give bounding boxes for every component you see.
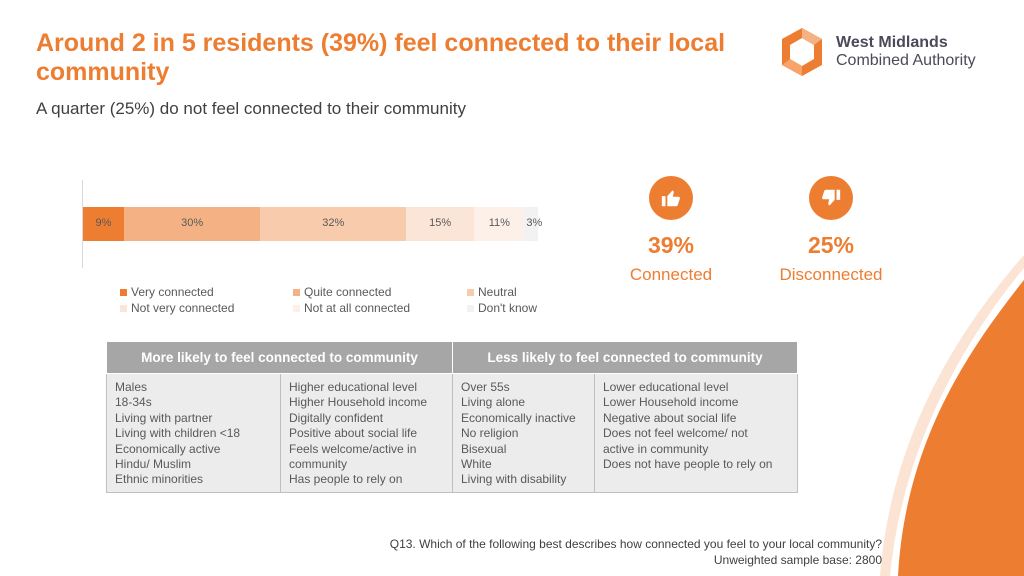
bar-segment: 9%	[83, 207, 124, 241]
legend-label: Don't know	[478, 301, 537, 315]
list-item: Living with children <18	[115, 426, 241, 441]
list-item: Does not have people to rely on	[603, 457, 773, 472]
legend-swatch	[293, 288, 300, 296]
table-cell: Higher educational level Higher Househol…	[280, 373, 453, 493]
legend-label: Very connected	[131, 285, 214, 299]
data-label: 32%	[322, 217, 345, 229]
legend-label: Quite connected	[304, 285, 392, 299]
data-label: 15%	[429, 217, 452, 229]
list-item: Positive about social life	[289, 426, 418, 441]
legend-label: Neutral	[478, 285, 517, 299]
footnote-question: Q13. Which of the following best describ…	[389, 537, 882, 551]
logo-line1: West Midlands	[836, 34, 948, 51]
footnote: Q13. Which of the following best describ…	[390, 537, 882, 568]
list-item: Higher educational level	[289, 380, 418, 394]
stacked-bar: 9% 30% 32% 15% 11% 3%	[83, 207, 542, 241]
legend-swatch	[120, 288, 127, 296]
less-likely-header: Less likely to feel connected to communi…	[452, 341, 798, 374]
list-item: Feels welcome/active in	[289, 441, 417, 456]
list-item: Living with disability	[461, 472, 567, 487]
legend-swatch	[467, 304, 474, 312]
legend-item: Quite connected	[293, 285, 391, 299]
legend-item: Not at all connected	[293, 301, 410, 315]
list-item: Ethnic minorities	[115, 472, 204, 487]
wmca-logo-mark	[782, 28, 822, 76]
data-label: 3%	[526, 217, 543, 229]
data-label: 30%	[181, 217, 204, 229]
list-item: Living alone	[461, 395, 526, 410]
footnote-base: Unweighted sample base: 2800	[713, 552, 882, 567]
list-item: Males	[115, 380, 148, 394]
kpi-connected: 39% Connected	[625, 176, 717, 285]
list-item: active in community	[603, 441, 709, 456]
kpi-value: 39%	[647, 232, 695, 258]
list-item: Lower Household income	[603, 395, 739, 410]
list-item: community	[289, 457, 348, 472]
list-item: Does not feel welcome/ not	[603, 426, 748, 441]
logo-line2: Combined Authority	[836, 52, 976, 69]
thumbs-down-icon	[809, 176, 853, 220]
list-item: Over 55s	[461, 380, 510, 394]
bar-segment: 30%	[123, 207, 261, 241]
list-item: Economically active	[115, 441, 221, 456]
list-item: Negative about social life	[603, 410, 737, 425]
legend-item: Don't know	[467, 301, 537, 315]
bar-segment: 11%	[474, 207, 525, 241]
list-item: Lower educational level	[603, 380, 729, 394]
connection-factors-table: More likely to feel connected to communi…	[106, 341, 798, 493]
table-cell: Males 18-34s Living with partner Living …	[106, 373, 281, 493]
bar-segment: 3%	[524, 207, 542, 241]
list-item: Has people to rely on	[289, 472, 403, 487]
data-label: 9%	[95, 217, 112, 229]
bar-segment: 32%	[260, 207, 407, 241]
legend-swatch	[120, 304, 127, 312]
list-item: Economically inactive	[461, 410, 576, 425]
page-subtitle: A quarter (25%) do not feel connected to…	[36, 99, 466, 118]
list-item: Digitally confident	[289, 410, 384, 425]
legend-swatch	[467, 288, 474, 296]
data-label: 11%	[488, 217, 510, 229]
legend-label: Not at all connected	[304, 301, 411, 315]
kpi-label: Disconnected	[779, 265, 883, 284]
list-item: Living with partner	[115, 410, 213, 425]
thumbs-up-icon	[649, 176, 693, 220]
table-cell: Lower educational level Lower Household …	[594, 373, 798, 493]
legend-item: Neutral	[467, 285, 517, 299]
kpi-disconnected: 25% Disconnected	[772, 176, 890, 285]
list-item: Higher Household income	[289, 395, 428, 410]
list-item: Hindu/ Muslim	[115, 457, 192, 472]
chart-axis	[82, 180, 83, 268]
legend-label: Not very connected	[131, 301, 235, 315]
list-item: 18-34s	[115, 395, 152, 410]
wmca-logo: West Midlands Combined Authority	[776, 26, 1006, 78]
list-item: No religion	[461, 426, 519, 441]
table-cell: Over 55s Living alone Economically inact…	[452, 373, 595, 493]
page-title: Around 2 in 5 residents (39%) feel conne…	[36, 29, 726, 86]
more-likely-header: More likely to feel connected to communi…	[106, 341, 453, 374]
legend-swatch	[293, 304, 300, 312]
bar-segment: 15%	[406, 207, 475, 241]
kpi-value: 25%	[807, 232, 855, 258]
legend-item: Very connected	[120, 285, 214, 299]
list-item: White	[461, 457, 492, 472]
list-item: Bisexual	[461, 441, 507, 456]
kpi-label: Connected	[629, 265, 713, 284]
legend-item: Not very connected	[120, 301, 234, 315]
